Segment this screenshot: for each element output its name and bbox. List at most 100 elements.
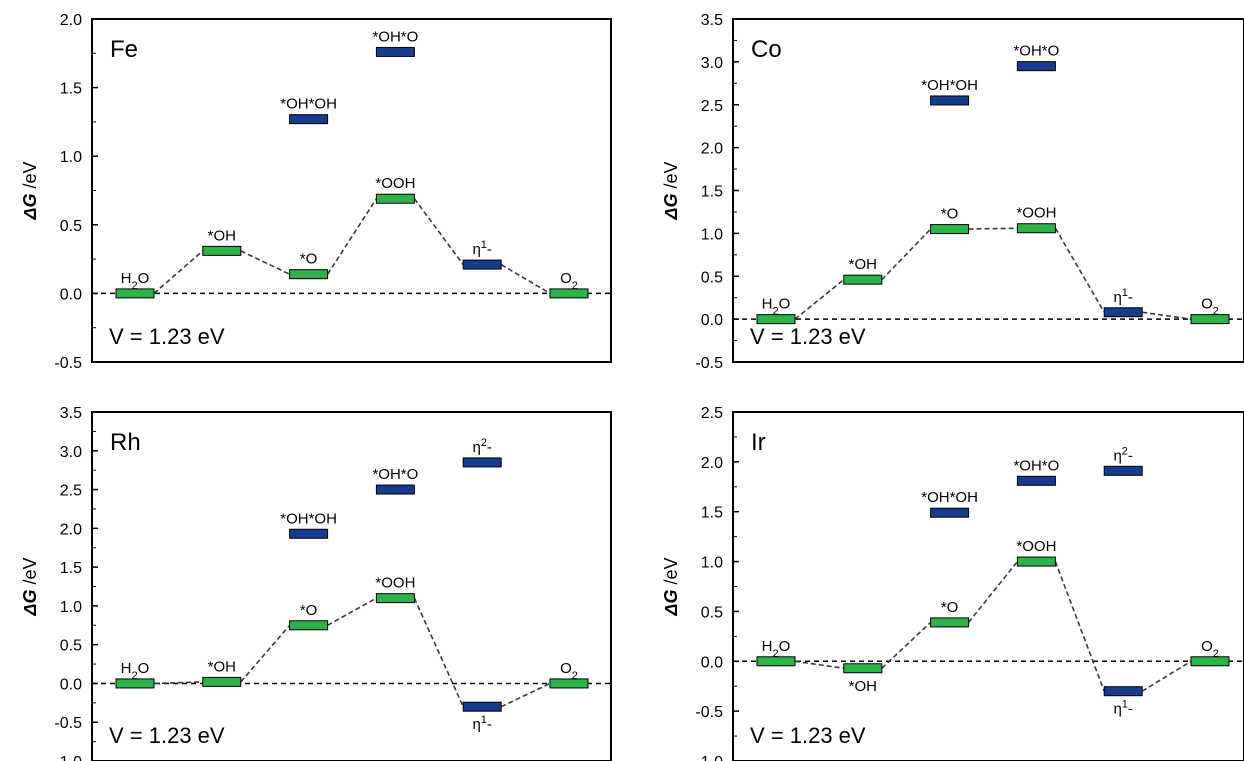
panel-title: Ir [751,429,766,456]
state-label: *OH [208,227,236,244]
y-axis-label: ΔG /eV [20,161,40,220]
y-tick-label: -0.5 [54,715,82,732]
state-label: *OH*OH [280,510,337,527]
state-label: η1- [472,239,491,258]
state-label: *OH*O [1013,43,1059,60]
energy-level-bar [289,114,329,125]
plot-frame [91,18,612,363]
y-tick-label: 0.5 [701,604,723,621]
energy-level-bar [462,457,502,468]
y-tick-label: 0.5 [60,218,82,235]
energy-level-bar [1190,656,1230,667]
reaction-path-segment [326,198,378,275]
energy-level-bar [202,245,242,256]
state-label: *OH*OH [921,77,978,94]
state-label: *OH [849,256,877,273]
energy-level-bar [1016,61,1056,72]
reaction-path-segment [413,597,464,708]
state-label: *O [941,206,959,223]
y-tick-label: 1.5 [60,81,82,98]
reaction-path-segment [327,597,377,626]
state-label: *OH [208,658,236,675]
panel-rh: 3.5 3.0 2.5 2.0 1.5 1.0 0.5 0.0 -0.5 -1.0 ΔG /eV H2… [20,405,612,761]
reaction-path-segment [1054,561,1105,692]
energy-level-bar [756,314,796,325]
energy-level-bar [202,676,242,687]
y-tick-label: -0.5 [695,355,723,372]
energy-level-bar [375,46,415,57]
energy-level-bar [930,617,970,628]
plot-frame [91,411,612,761]
y-tick-label: 0.0 [60,286,82,303]
y-tick-label: 3.5 [60,405,82,422]
y-tick-label: 1.5 [701,505,723,522]
y-axis-label: ΔG /eV [661,161,681,220]
panel-title: Co [751,36,782,63]
y-tick-label: 2.0 [701,141,723,158]
y-tick-label: -1.0 [695,754,723,761]
state-label: *O [300,602,318,619]
energy-level-bar [756,656,796,667]
energy-level-bar [462,701,502,712]
energy-level-bar [1103,465,1143,476]
y-tick-label: 1.0 [60,149,82,166]
energy-level-bar [843,663,883,674]
energy-level-bar [930,95,970,106]
reaction-path-segment [794,279,845,320]
y-tick-label: 0.5 [701,269,723,286]
y-tick-label: 0.0 [701,654,723,671]
state-label: *OOH [375,175,415,192]
reaction-path-segment [240,624,291,683]
panel-title: Fe [110,36,138,63]
state-label: η2- [1113,445,1132,464]
panel-co: 3.5 3.0 2.5 2.0 1.5 1.0 0.5 0.0 -0.5 ΔG /eV H2O *OH… [661,12,1244,372]
reaction-path-segment [153,681,203,685]
state-label: *OH*O [372,28,418,45]
state-label: η1- [472,714,491,733]
state-label: H2O [762,638,791,660]
reaction-path-segment [1141,660,1192,692]
plot-frame [732,411,1244,761]
y-tick-label: 1.0 [60,599,82,616]
y-tick-label: 3.0 [60,444,82,461]
y-tick-label: -0.5 [695,704,723,721]
reaction-path-segment [794,660,844,670]
reaction-path-segment [240,250,290,275]
state-label: η1- [1113,287,1132,306]
energy-level-bar [1016,475,1056,486]
y-tick-label: 1.5 [701,184,723,201]
state-label: H2O [121,270,150,292]
state-label: *O [941,599,959,616]
y-axis-label: ΔG /eV [20,557,40,616]
y-tick-label: 3.0 [701,55,723,72]
reaction-path-segment [967,561,1019,623]
state-label: η2- [472,437,491,456]
energy-level-bar [289,620,329,631]
energy-level-bar [375,593,415,604]
y-tick-label: 0.0 [701,312,723,329]
energy-level-bar [115,288,155,299]
state-label: *OH*O [372,466,418,483]
y-tick-label: 3.5 [701,12,723,29]
energy-level-bar [1190,314,1230,325]
energy-level-bar [1103,686,1143,697]
reaction-path-segment [500,263,551,295]
reaction-path-segment [881,621,932,669]
energy-level-bar [1016,556,1056,567]
state-label: *OH [849,678,877,695]
potential-condition-label: V = 1.23 eV [750,324,866,349]
y-tick-label: 2.5 [701,98,723,115]
y-tick-label: -1.0 [54,754,82,761]
reaction-path-segment [500,682,551,708]
energy-level-bar [375,484,415,495]
state-label: η1- [1113,699,1132,718]
energy-level-bar [843,274,883,285]
reaction-path-segment [968,227,1018,230]
state-label: *OOH [375,575,415,592]
energy-level-bar [930,224,970,235]
y-tick-label: 2.5 [60,483,82,500]
y-tick-label: 0.5 [60,638,82,655]
y-tick-label: 0.0 [60,676,82,693]
state-label: *O [300,251,318,268]
